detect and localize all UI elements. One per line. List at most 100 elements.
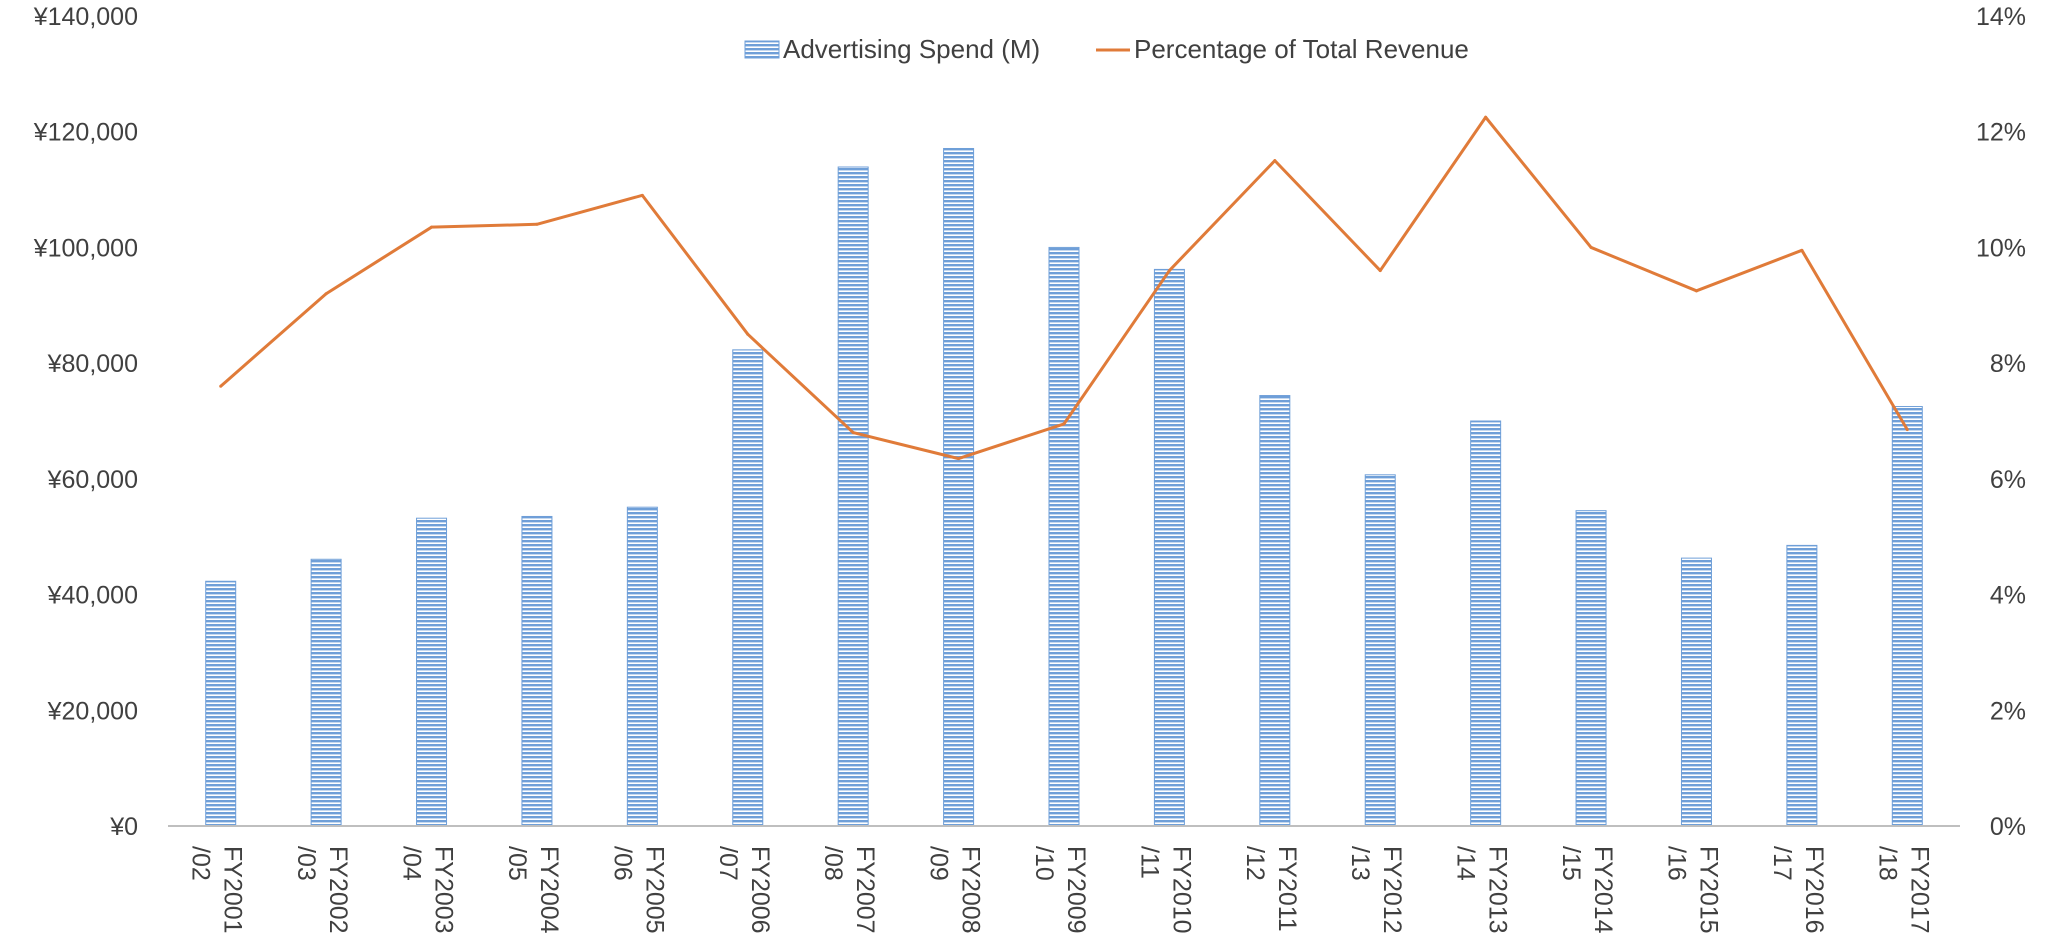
- bar-fy2002: [310, 558, 342, 827]
- bar-fy2007: [837, 166, 869, 827]
- x-axis-tick-label-line2: /11: [1135, 846, 1163, 879]
- x-axis-tick-label-line2: /17: [1768, 846, 1796, 881]
- x-axis-tick-label: FY2006/07: [714, 846, 774, 934]
- percentage-point-fy2012: [1378, 269, 1382, 273]
- percentage-point-fy2004: [535, 222, 539, 226]
- x-axis-tick-label: FY2016/17: [1768, 846, 1828, 934]
- x-axis-tick-label: FY2007/08: [819, 846, 879, 934]
- bar-fy2008: [943, 147, 975, 827]
- x-axis-tick-label-line2: /18: [1873, 846, 1901, 881]
- x-axis-tick-label-line2: /02: [187, 846, 215, 881]
- right-axis-tick-label: 12%: [1976, 119, 2026, 147]
- x-axis-tick-label-line1: FY2004: [535, 846, 563, 934]
- x-axis-tick-label-line1: FY2008: [957, 846, 985, 934]
- bar-fy2003: [416, 517, 448, 827]
- percentage-point-fy2014: [1589, 245, 1593, 249]
- percentage-point-fy2009: [1062, 422, 1066, 426]
- legend: Advertising Spend (M) Percentage of Tota…: [744, 34, 1469, 64]
- x-axis-tick-label-line1: FY2014: [1589, 846, 1617, 934]
- legend-label-advertising-spend: Advertising Spend (M): [783, 34, 1040, 64]
- left-axis-tick-label: ¥0: [109, 813, 138, 841]
- x-axis-tick-label-line1: FY2005: [640, 846, 668, 934]
- percentage-point-fy2006: [746, 332, 750, 336]
- x-axis-tick-label: FY2009/10: [1030, 846, 1090, 934]
- x-axis-tick-label-line1: FY2015: [1694, 846, 1722, 934]
- x-axis-tick-label: FY2002/03: [292, 846, 352, 934]
- x-axis-tick-label-line1: FY2006: [746, 846, 774, 934]
- left-axis-tick-label: ¥20,000: [47, 697, 138, 725]
- bar-fy2004: [521, 515, 553, 827]
- percentage-point-fy2003: [430, 225, 434, 229]
- right-axis-tick-label: 10%: [1976, 234, 2026, 262]
- left-axis-tick-label: ¥140,000: [33, 3, 138, 31]
- x-axis-tick-label: FY2012/13: [1346, 846, 1406, 934]
- right-axis-tick-label: 4%: [1990, 582, 2026, 610]
- bar-fy2011: [1259, 395, 1291, 827]
- percentage-point-fy2010: [1167, 269, 1171, 273]
- bars-layer: [205, 147, 1923, 827]
- x-axis-tick-label-line1: FY2003: [430, 846, 458, 934]
- x-axis-tick-label: FY2017/18: [1873, 846, 1933, 934]
- right-axis-tick-label: 0%: [1990, 813, 2026, 841]
- x-axis-tick-label-line2: /07: [714, 846, 742, 881]
- x-axis-tick-label-line1: FY2012: [1378, 846, 1406, 934]
- right-axis-tick-label: 14%: [1976, 3, 2026, 31]
- bar-fy2013: [1470, 420, 1502, 827]
- x-axis-tick-label-line2: /04: [398, 846, 426, 881]
- x-axis-tick-label: FY2011/12: [1241, 846, 1301, 932]
- percentage-point-fy2016: [1800, 248, 1804, 252]
- percentage-point-fy2011: [1273, 159, 1277, 163]
- x-axis-tick-label-line1: FY2001: [219, 846, 247, 934]
- right-axis-tick-label: 8%: [1990, 350, 2026, 378]
- x-axis-tick-label-line2: /13: [1346, 846, 1374, 881]
- bar-fy2001: [205, 580, 237, 827]
- labels-layer: ¥0 ¥20,000 ¥40,000 ¥60,000 ¥80,000 ¥100,000 ¥1…: [33, 3, 2026, 934]
- x-axis-tick-label: FY2010/11: [1135, 846, 1195, 934]
- x-axis-tick-label-line1: FY2007: [851, 846, 879, 934]
- x-axis-tick-label-line1: FY2010: [1167, 846, 1195, 934]
- percentage-point-fy2005: [640, 193, 644, 197]
- percentage-point-fy2002: [324, 292, 328, 296]
- x-axis-tick-label-line1: FY2009: [1062, 846, 1090, 934]
- x-axis-tick-label-line2: /15: [1557, 846, 1585, 881]
- x-axis-tick-label-line2: /09: [925, 846, 953, 881]
- right-axis-tick-label: 2%: [1990, 697, 2026, 725]
- x-axis-tick-label: FY2001/02: [187, 846, 247, 934]
- x-axis-tick-label: FY2003/04: [398, 846, 458, 934]
- x-axis-tick-label: FY2015/16: [1662, 846, 1722, 934]
- percentage-point-fy2001: [219, 384, 223, 388]
- x-axis-tick-label-line2: /08: [819, 846, 847, 881]
- left-axis-tick-label: ¥120,000: [33, 119, 138, 147]
- left-axis-tick-label: ¥40,000: [47, 582, 138, 610]
- bar-fy2014: [1575, 510, 1607, 827]
- legend-swatch-advertising-spend: [744, 40, 780, 59]
- percentage-point-fy2015: [1694, 289, 1698, 293]
- x-axis-tick-label: FY2013/14: [1452, 846, 1512, 934]
- x-axis-tick-label: FY2004/05: [503, 846, 563, 934]
- bar-fy2017: [1891, 406, 1923, 827]
- x-axis-tick-label-line1: FY2011: [1273, 846, 1301, 932]
- bar-fy2006: [732, 349, 764, 827]
- percentage-point-fy2008: [957, 457, 961, 461]
- percentage-point-fy2013: [1484, 115, 1488, 119]
- x-axis-tick-label-line2: /12: [1241, 846, 1269, 881]
- left-axis-tick-label: ¥60,000: [47, 466, 138, 494]
- x-axis-tick-label-line1: FY2013: [1484, 846, 1512, 934]
- percentage-point-fy2017: [1905, 428, 1909, 432]
- x-axis-tick-label-line2: /10: [1030, 846, 1058, 881]
- x-axis-tick-label-line2: /05: [503, 846, 531, 881]
- percentage-point-fy2007: [851, 431, 855, 435]
- x-axis-tick-label-line2: /16: [1662, 846, 1690, 881]
- x-axis-tick-label: FY2014/15: [1557, 846, 1617, 934]
- left-axis-tick-label: ¥80,000: [47, 350, 138, 378]
- bar-fy2015: [1680, 557, 1712, 827]
- bar-fy2005: [626, 506, 658, 827]
- x-axis-tick-label: FY2005/06: [608, 846, 668, 934]
- line-layer: [219, 115, 1909, 461]
- bar-fy2016: [1786, 544, 1818, 827]
- x-axis-tick-label-line2: /14: [1452, 846, 1480, 881]
- left-axis-tick-label: ¥100,000: [33, 234, 138, 262]
- x-axis-tick-label-line1: FY2016: [1800, 846, 1828, 934]
